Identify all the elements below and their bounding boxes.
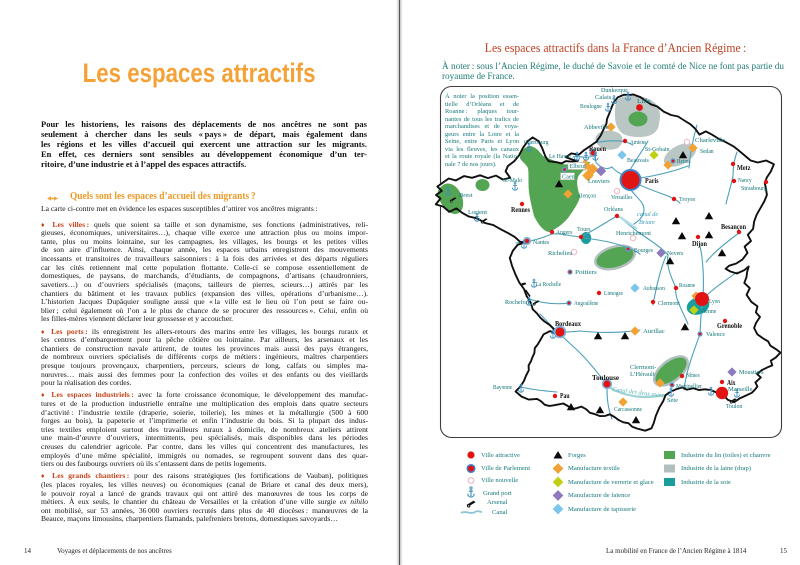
- svg-text:Versailles: Versailles: [611, 194, 633, 201]
- svg-text:Briare: Briare: [639, 219, 655, 226]
- svg-text:L’Hérault: L’Hérault: [630, 371, 655, 378]
- svg-text:Clermont: Clermont: [658, 300, 680, 307]
- svg-text:Besançon: Besançon: [721, 223, 746, 231]
- svg-text:Rennes: Rennes: [511, 206, 530, 214]
- svg-text:Bordeaux: Bordeaux: [555, 320, 581, 328]
- svg-text:Nancy: Nancy: [738, 177, 752, 184]
- svg-text:Limoges: Limoges: [604, 290, 623, 297]
- svg-text:Sète: Sète: [667, 397, 678, 404]
- svg-text:Aix: Aix: [727, 379, 736, 387]
- svg-text:Tours: Tours: [577, 226, 591, 233]
- svg-text:St-Gobain: St-Gobain: [645, 146, 670, 153]
- svg-text:Orléans: Orléans: [604, 206, 623, 213]
- svg-text:Marseille: Marseille: [728, 386, 753, 393]
- svg-text:La Rochelle: La Rochelle: [536, 281, 561, 288]
- svg-text:Le Havre: Le Havre: [549, 153, 571, 160]
- svg-text:Paris: Paris: [645, 177, 659, 185]
- svg-text:Rouen: Rouen: [589, 145, 606, 153]
- svg-text:Poitiers: Poitiers: [575, 269, 597, 276]
- svg-text:St-Malo: St-Malo: [503, 177, 522, 184]
- svg-text:Nantes: Nantes: [533, 239, 550, 246]
- svg-text:Strasbourg: Strasbourg: [741, 185, 768, 192]
- svg-text:Carcassonne: Carcassonne: [614, 406, 642, 413]
- svg-text:Alençon: Alençon: [577, 193, 597, 200]
- svg-text:Sedan: Sedan: [700, 148, 714, 155]
- svg-text:Pau: Pau: [560, 392, 570, 400]
- svg-text:Roanne: Roanne: [679, 282, 695, 289]
- svg-text:Richelieu: Richelieu: [548, 250, 573, 257]
- svg-text:Angers: Angers: [556, 229, 573, 236]
- svg-text:Louviers: Louviers: [588, 178, 610, 185]
- svg-text:Henrichemont: Henrichemont: [616, 230, 651, 237]
- svg-text:Moustiers: Moustiers: [739, 369, 764, 376]
- svg-text:Dijon: Dijon: [692, 240, 707, 248]
- svg-text:Toulouse: Toulouse: [592, 374, 619, 382]
- svg-text:Abbeville: Abbeville: [584, 124, 609, 131]
- svg-text:Clermont-: Clermont-: [630, 364, 656, 371]
- svg-text:Cherbourg: Cherbourg: [524, 139, 549, 146]
- svg-text:Vienne: Vienne: [700, 308, 716, 315]
- svg-text:Lille: Lille: [637, 98, 651, 105]
- svg-text:Metz: Metz: [737, 164, 751, 172]
- svg-text:Bourges: Bourges: [634, 247, 653, 254]
- svg-text:Calais: Calais: [595, 94, 612, 101]
- svg-text:Troyes: Troyes: [679, 196, 696, 203]
- svg-text:Lyon: Lyon: [709, 298, 721, 305]
- svg-text:Elbeuf: Elbeuf: [570, 163, 587, 170]
- svg-text:Grenoble: Grenoble: [717, 322, 742, 330]
- svg-text:Reims: Reims: [677, 158, 691, 165]
- svg-text:Valence: Valence: [706, 331, 725, 338]
- svg-text:Aurillac: Aurillac: [643, 328, 665, 335]
- svg-text:Caen: Caen: [562, 173, 575, 180]
- svg-text:Montpellier: Montpellier: [676, 383, 703, 390]
- svg-text:Rochefort: Rochefort: [505, 299, 530, 306]
- svg-text:Boulogne: Boulogne: [580, 103, 602, 110]
- svg-text:Brest: Brest: [459, 192, 473, 199]
- svg-text:Bayonne: Bayonne: [493, 384, 512, 391]
- svg-text:Nevers: Nevers: [667, 250, 684, 257]
- svg-text:Nîmes: Nîmes: [686, 372, 700, 379]
- svg-text:Beauvais: Beauvais: [627, 157, 649, 164]
- svg-text:Amiens: Amiens: [630, 139, 647, 146]
- svg-text:Charleville: Charleville: [695, 137, 725, 144]
- svg-text:Dunkerque: Dunkerque: [601, 87, 628, 94]
- svg-text:Toulon: Toulon: [726, 403, 743, 410]
- svg-text:Angoulême: Angoulême: [574, 300, 599, 307]
- svg-text:Lorient: Lorient: [468, 209, 487, 216]
- svg-text:canal de: canal de: [637, 211, 658, 218]
- svg-text:Aubusson: Aubusson: [643, 285, 665, 292]
